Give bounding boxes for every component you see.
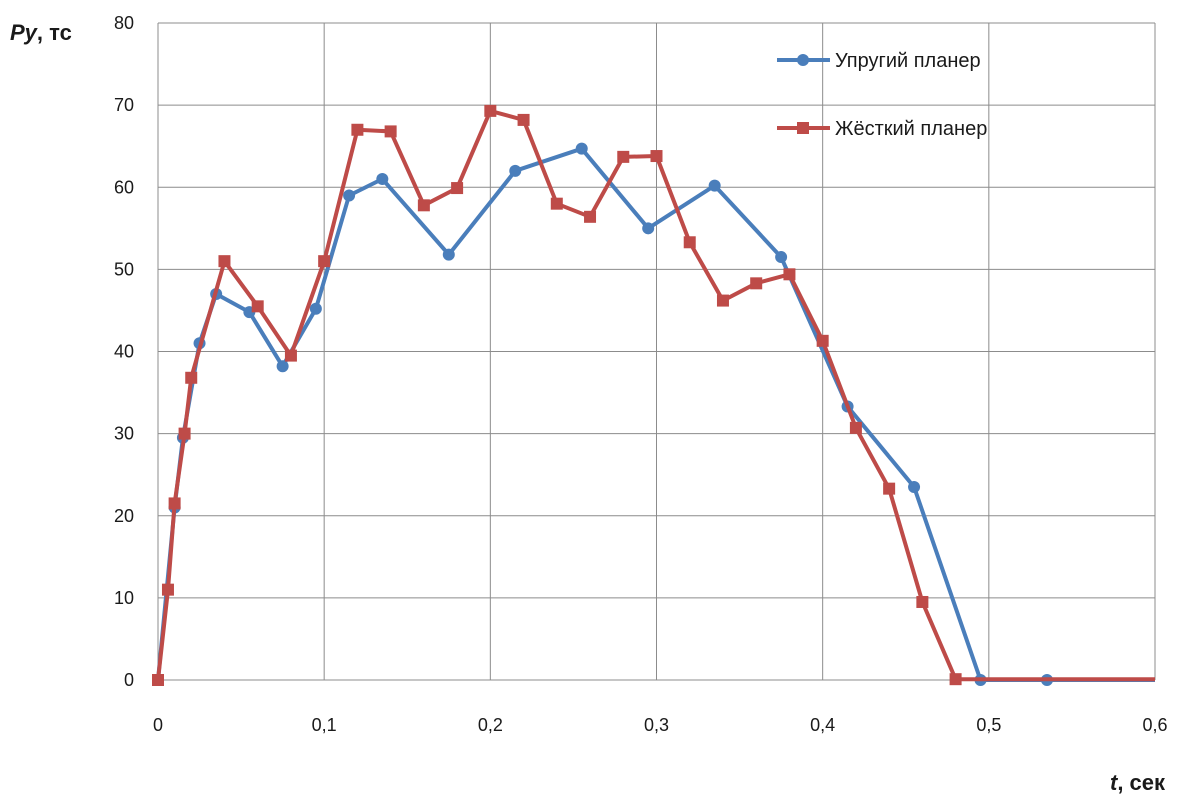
data-point: [309, 302, 322, 315]
data-point: [750, 277, 763, 290]
data-point: [251, 300, 264, 313]
data-point: [318, 255, 331, 268]
x-tick-label: 0,1: [312, 715, 337, 735]
series-layer: [152, 104, 1155, 686]
data-point: [168, 497, 181, 510]
x-tick-label: 0: [153, 715, 163, 735]
x-tick-label: 0,3: [644, 715, 669, 735]
y-tick-label: 20: [114, 506, 134, 526]
x-axis-label-unit: , сек: [1117, 770, 1166, 795]
data-point: [185, 371, 198, 384]
data-point: [783, 268, 796, 281]
data-point: [152, 674, 164, 686]
data-point: [816, 334, 829, 347]
data-point: [642, 222, 655, 235]
data-point: [509, 164, 522, 177]
data-point: [849, 421, 862, 434]
y-tick-label: 0: [124, 670, 134, 690]
data-point: [376, 173, 389, 186]
grid: [157, 22, 1156, 681]
y-axis-label: Py, тс: [10, 20, 72, 45]
y-tick-label: 80: [114, 13, 134, 33]
y-axis-ticks: 0 10 20 30 40 50 60 70 80: [114, 13, 134, 690]
data-point: [883, 482, 896, 495]
data-point: [908, 481, 921, 494]
x-tick-label: 0,6: [1142, 715, 1167, 735]
data-point: [575, 142, 588, 155]
x-tick-label: 0,5: [976, 715, 1001, 735]
legend: Упругий планер Жёсткий планер: [777, 50, 987, 140]
y-tick-label: 50: [114, 259, 134, 279]
legend-label: Жёсткий планер: [835, 118, 987, 140]
legend-entry-1: Упругий планер: [777, 50, 981, 72]
data-point: [451, 182, 464, 195]
y-tick-label: 30: [114, 424, 134, 444]
legend-marker: [797, 122, 809, 134]
data-point: [550, 197, 563, 210]
data-point: [218, 255, 231, 268]
data-point: [584, 210, 597, 223]
data-point: [384, 125, 397, 138]
data-point: [178, 427, 191, 440]
x-axis-label: t, сек: [1110, 770, 1166, 795]
data-point: [484, 104, 497, 117]
y-axis-label-unit: , тс: [37, 20, 72, 45]
data-point: [949, 673, 962, 686]
data-point: [284, 349, 297, 362]
y-tick-label: 10: [114, 588, 134, 608]
y-tick-label: 60: [114, 177, 134, 197]
data-point: [683, 236, 696, 249]
data-point: [343, 189, 356, 202]
data-point: [442, 248, 455, 261]
legend-label: Упругий планер: [835, 50, 981, 72]
legend-entry-2: Жёсткий планер: [777, 118, 987, 140]
data-point: [351, 123, 364, 136]
data-point: [276, 360, 289, 373]
x-tick-label: 0,4: [810, 715, 835, 735]
data-point: [161, 583, 174, 596]
data-point: [916, 595, 929, 608]
data-point: [775, 251, 788, 264]
data-point: [617, 150, 630, 163]
data-point: [517, 113, 530, 126]
y-tick-label: 70: [114, 95, 134, 115]
y-axis-label-var: Py: [10, 20, 39, 45]
series-2: [152, 104, 1155, 686]
y-tick-label: 40: [114, 342, 134, 362]
data-point: [716, 294, 729, 307]
data-point: [650, 150, 663, 163]
series-1: [152, 142, 1155, 686]
data-point: [417, 199, 430, 212]
x-axis-ticks: 0 0,1 0,2 0,3 0,4 0,5 0,6: [153, 715, 1168, 735]
x-axis-label-var: t: [1110, 770, 1119, 795]
legend-marker: [797, 54, 809, 66]
x-tick-label: 0,2: [478, 715, 503, 735]
data-point: [708, 179, 721, 192]
